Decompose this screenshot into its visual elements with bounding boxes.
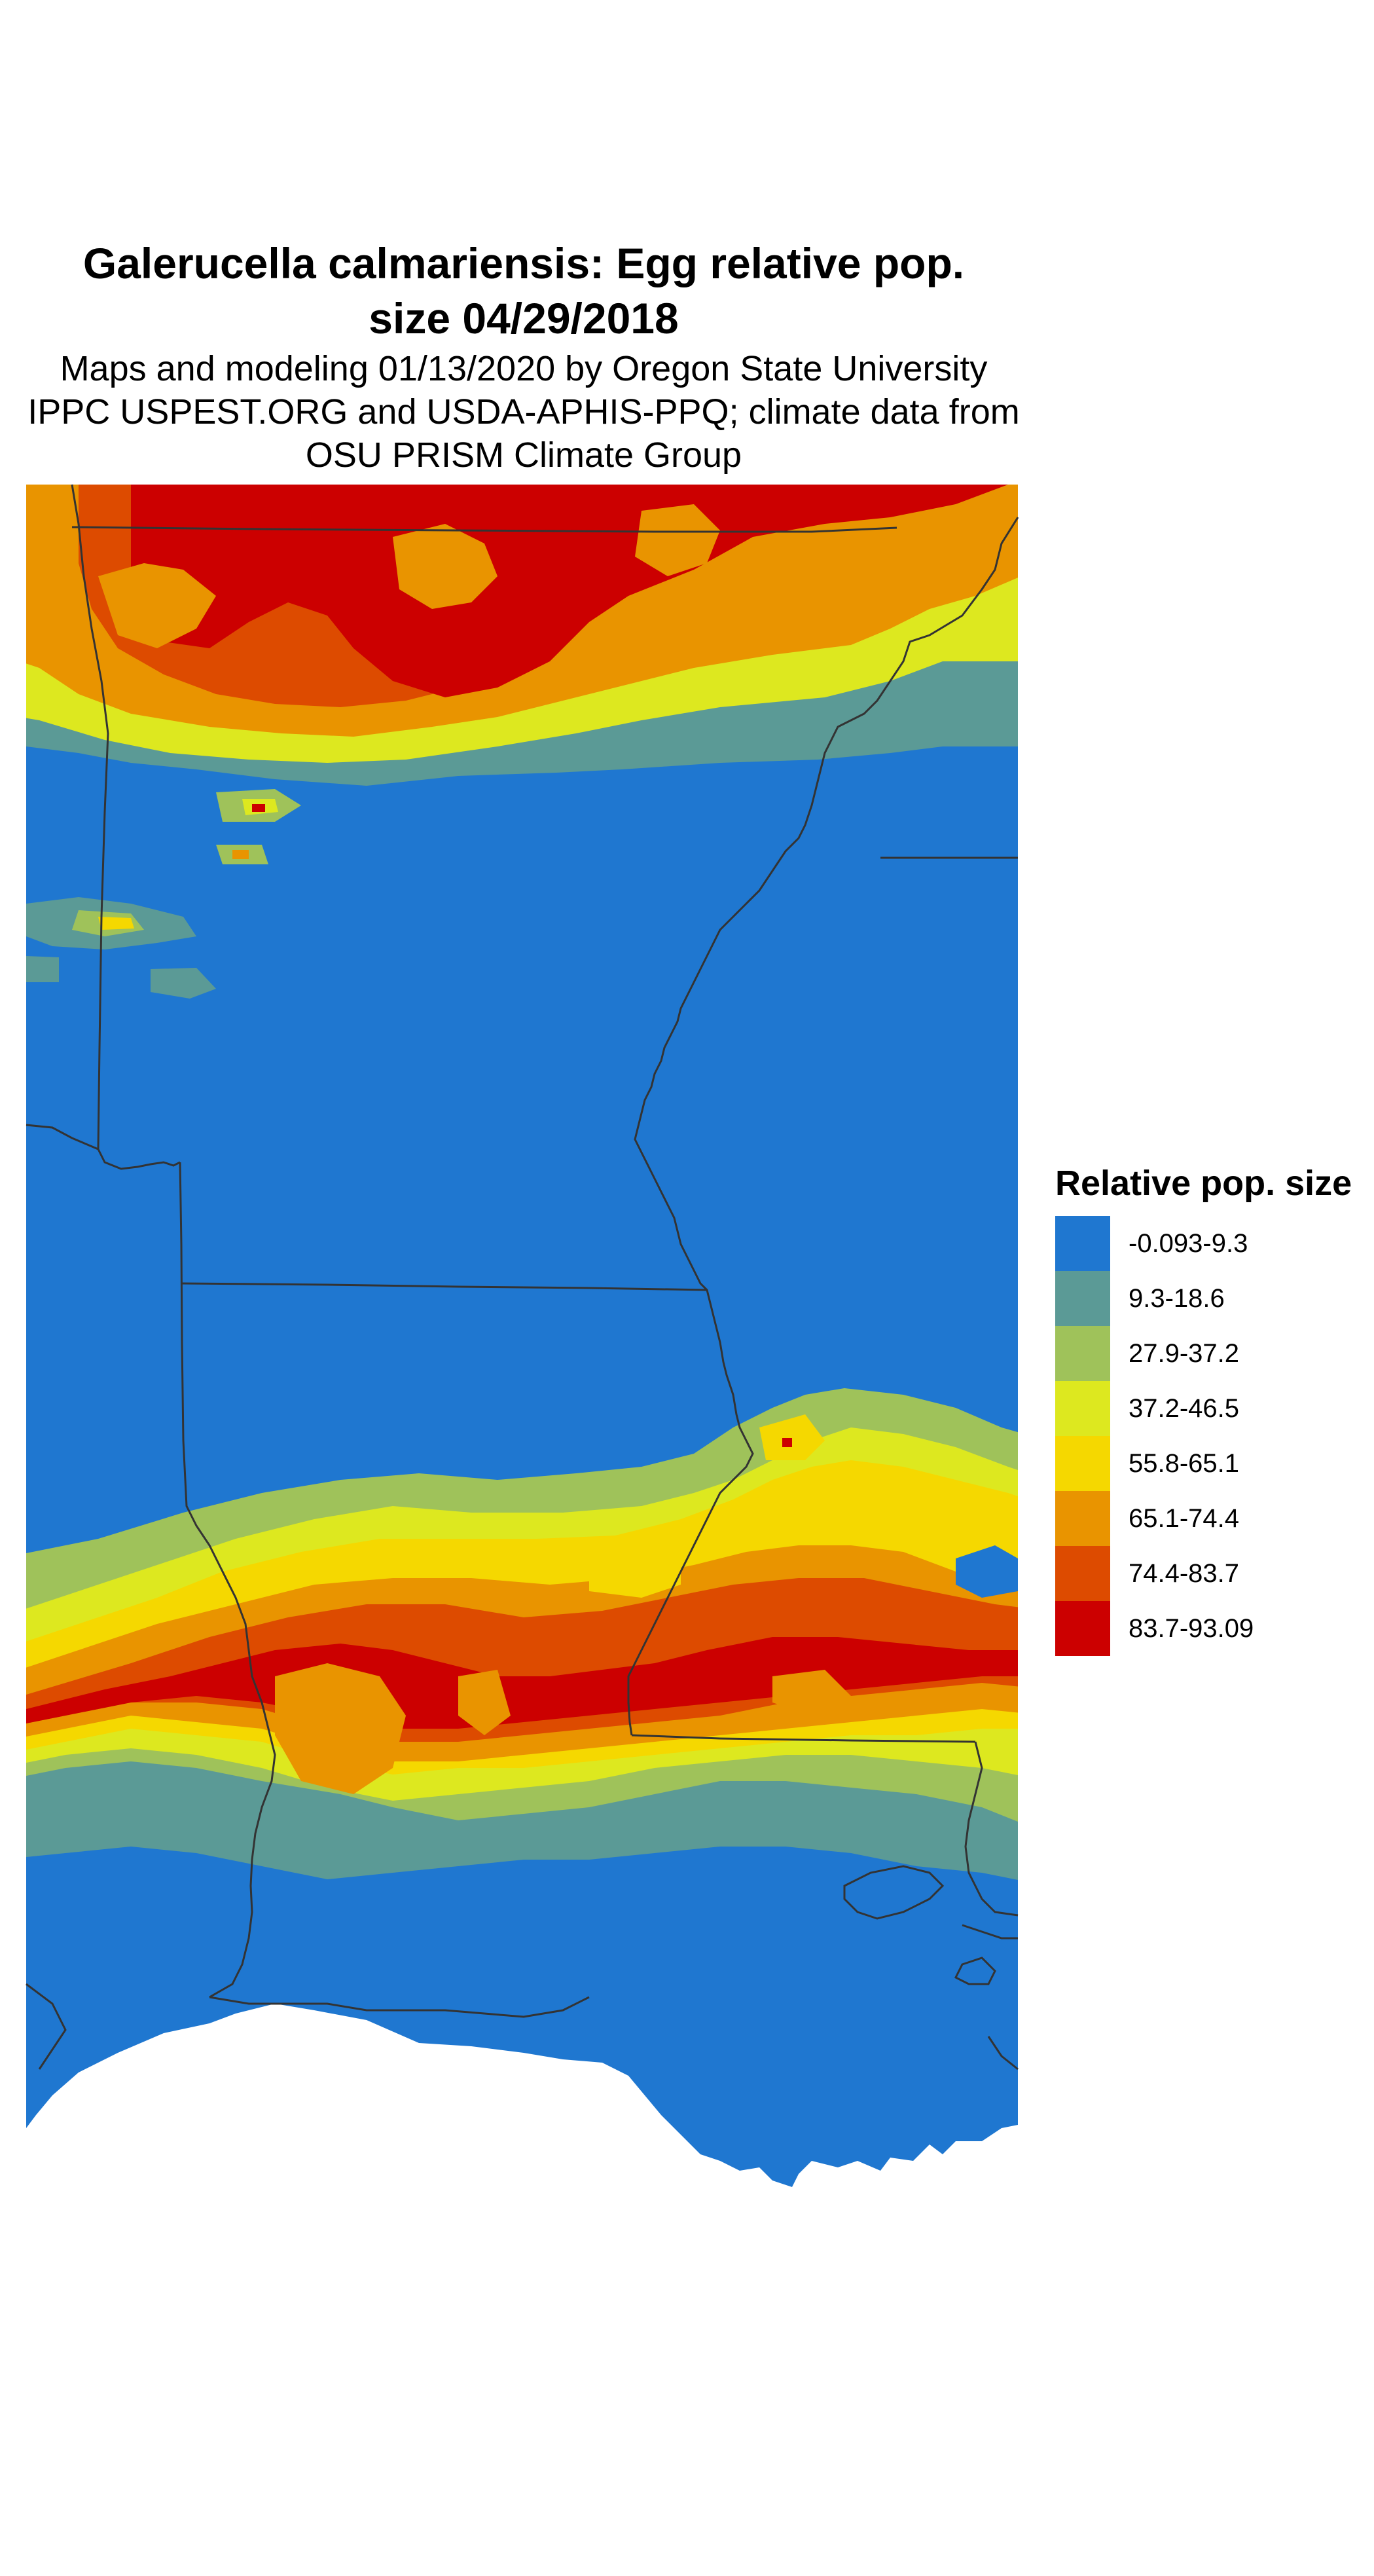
scattered-highlands [26, 789, 301, 999]
state-boundaries [26, 484, 1019, 2070]
title-line-2: size 04/29/2018 [369, 294, 679, 342]
legend-swatch [1055, 1216, 1110, 1271]
legend-label: -0.093-9.3 [1129, 1228, 1248, 1258]
title-line-1: Galerucella calmariensis: Egg relative p… [82, 239, 965, 287]
legend-swatch [1055, 1326, 1110, 1381]
legend-item: 74.4-83.7 [1055, 1546, 1352, 1601]
map-title: Galerucella calmariensis: Egg relative p… [0, 236, 1047, 346]
legend-label: 9.3-18.6 [1129, 1283, 1225, 1313]
legend-swatch [1055, 1491, 1110, 1546]
legend-item: 27.9-37.2 [1055, 1326, 1352, 1381]
northern-band [26, 485, 1018, 786]
legend-label: 74.4-83.7 [1129, 1558, 1240, 1588]
subtitle-line-3: OSU PRISM Climate Group [305, 435, 742, 475]
legend-item: 55.8-65.1 [1055, 1436, 1352, 1491]
legend-item: 65.1-74.4 [1055, 1491, 1352, 1546]
legend-item: -0.093-9.3 [1055, 1216, 1352, 1271]
legend-swatch [1055, 1546, 1110, 1601]
legend-swatch [1055, 1381, 1110, 1436]
legend: Relative pop. size -0.093-9.3 9.3-18.6 2… [1055, 1162, 1352, 1656]
legend-item: 37.2-46.5 [1055, 1381, 1352, 1436]
southern-band [26, 1388, 1018, 1886]
legend-title: Relative pop. size [1055, 1164, 1352, 1203]
legend-label: 65.1-74.4 [1129, 1503, 1240, 1533]
legend-label: 27.9-37.2 [1129, 1338, 1240, 1368]
map-subtitle: Maps and modeling 01/13/2020 by Oregon S… [0, 347, 1047, 477]
legend-item: 9.3-18.6 [1055, 1271, 1352, 1326]
legend-swatch [1055, 1601, 1110, 1656]
legend-items: -0.093-9.3 9.3-18.6 27.9-37.2 37.2-46.5 … [1055, 1216, 1352, 1656]
subtitle-line-1: Maps and modeling 01/13/2020 by Oregon S… [60, 349, 988, 388]
subtitle-line-2: IPPC USPEST.ORG and USDA-APHIS-PPQ; clim… [27, 392, 1020, 432]
east-cool-pocket [956, 1545, 1018, 1598]
legend-label: 83.7-93.09 [1129, 1613, 1254, 1643]
legend-label: 55.8-65.1 [1129, 1448, 1240, 1478]
legend-swatch [1055, 1436, 1110, 1491]
legend-swatch [1055, 1271, 1110, 1326]
legend-item: 83.7-93.09 [1055, 1601, 1352, 1656]
legend-label: 37.2-46.5 [1129, 1393, 1240, 1423]
